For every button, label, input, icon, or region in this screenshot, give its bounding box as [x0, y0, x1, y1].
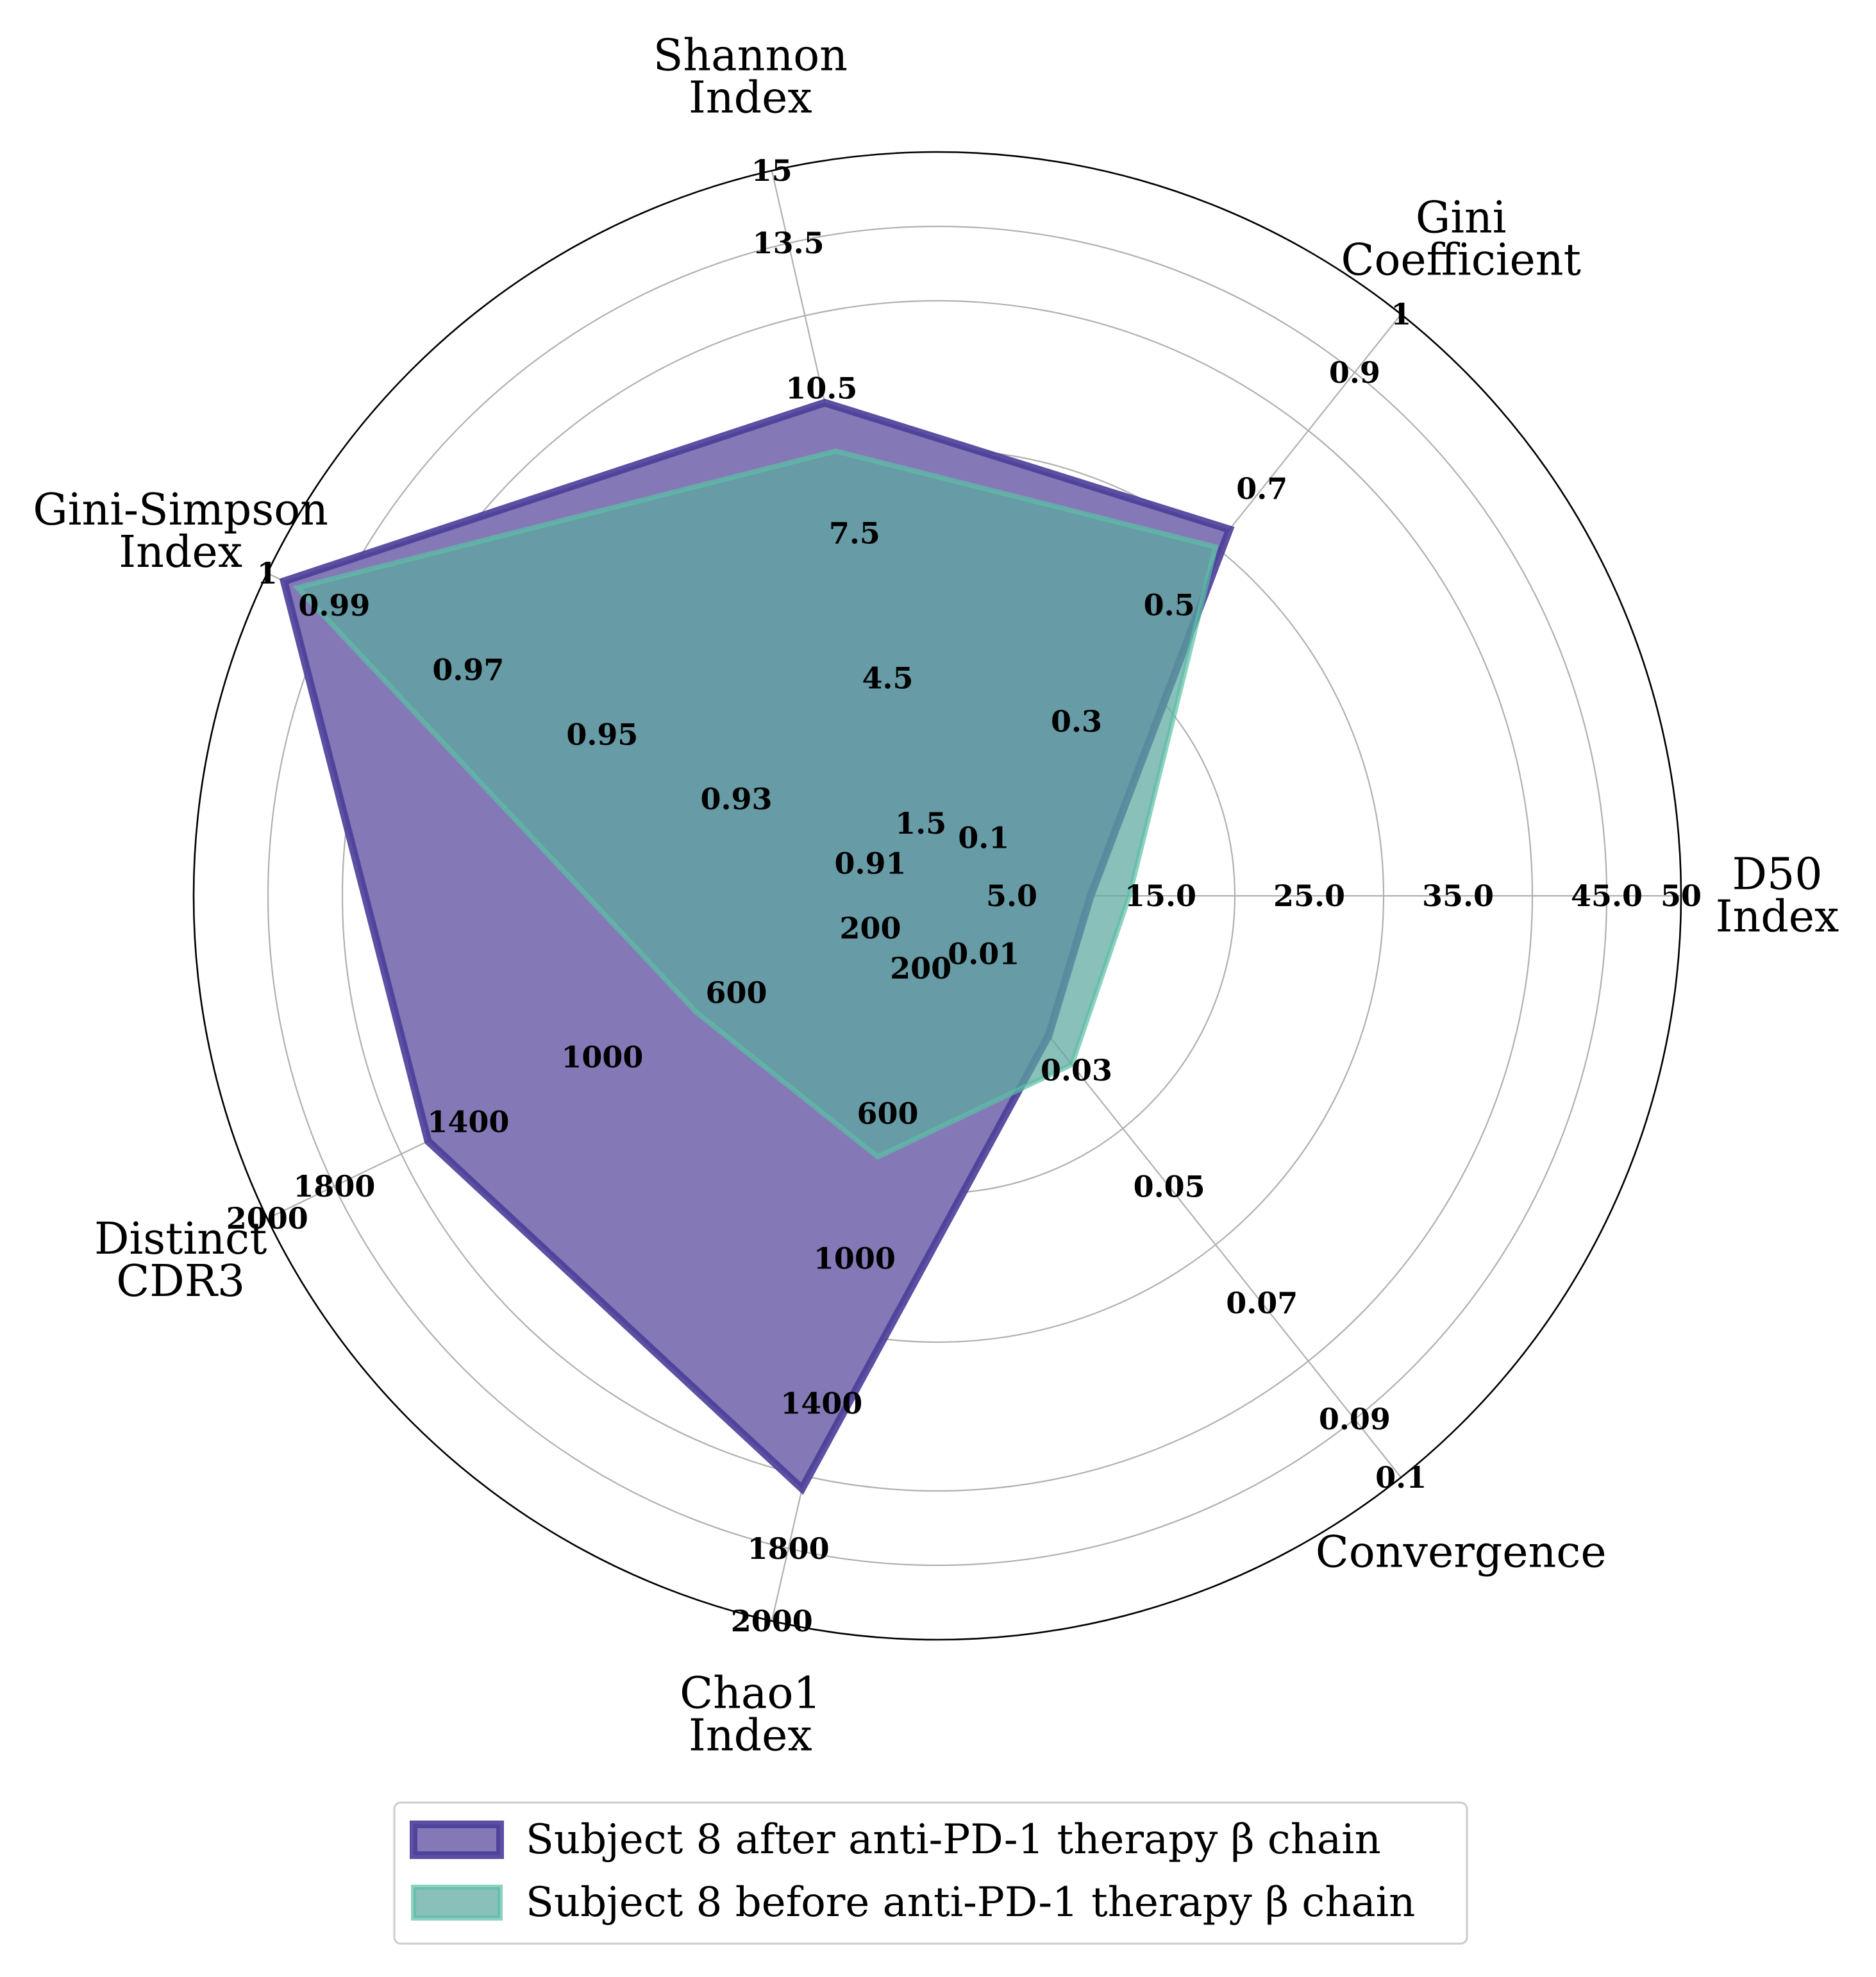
tick-label: 1800: [748, 1531, 830, 1566]
tick-label: 2000: [226, 1201, 308, 1236]
legend-item-2: Subject 8 before anti-PD-1 therapy β cha…: [411, 1879, 1415, 1926]
tick-label: 0.7: [1236, 471, 1287, 506]
radar-tick-labels: 5.0 15.0 25.0 35.0 45.0 500.10.30.50.70.911.5…: [226, 153, 1702, 1638]
series-2-point-5: [696, 1011, 697, 1013]
tick-label: 0.1: [1375, 1460, 1427, 1495]
tick-label: 15.0: [1125, 879, 1196, 913]
legend-box: [393, 1801, 1468, 1945]
tick-label: 0.5: [1144, 588, 1195, 623]
outer-ring: [192, 151, 1682, 1641]
tick-label: 600: [705, 975, 767, 1010]
tick-label: 0.95: [566, 717, 638, 752]
series-1-point-4: [283, 580, 285, 582]
axis-label-6: Chao1 Index: [680, 1669, 821, 1762]
tick-label: 0.01: [948, 937, 1019, 972]
tick-label: 1000: [561, 1040, 643, 1075]
tick-label: 0.97: [432, 653, 504, 687]
tick-label: 0.99: [298, 588, 370, 623]
tick-label: 1.5: [895, 806, 946, 841]
legend-label: Subject 8 before anti-PD-1 therapy β cha…: [526, 1879, 1415, 1926]
tick-label: 15: [751, 153, 792, 188]
tick-label: 5.0: [986, 879, 1037, 913]
series-2-point-6: [877, 1156, 878, 1157]
tick-label: 1400: [780, 1386, 862, 1421]
tick-label: 0.9: [1329, 355, 1380, 390]
tick-label: 0.07: [1226, 1286, 1298, 1320]
radar-series: [279, 398, 1235, 1495]
tick-label: 0.1: [958, 820, 1009, 855]
series-2-point-2: [1215, 546, 1216, 548]
tick-label: 13.5: [753, 226, 825, 260]
axis-label-1: D50 Index: [1716, 850, 1839, 943]
legend-swatch: [411, 1885, 503, 1921]
axis-label-3: Shannon Index: [653, 30, 848, 123]
tick-label: 0.3: [1051, 704, 1102, 739]
tick-label: 0.03: [1041, 1053, 1112, 1088]
axis-label-2: Gini Coefficient: [1341, 192, 1580, 285]
tick-label: 600: [857, 1096, 918, 1131]
tick-label: 50: [1661, 879, 1702, 913]
legend-swatch: [410, 1821, 504, 1859]
tick-label: 1000: [814, 1241, 896, 1276]
tick-label: 0.93: [700, 782, 772, 816]
tick-label: 1400: [427, 1104, 509, 1139]
series-2: [292, 448, 1219, 1160]
axis-label-5: Distinct CDR3: [94, 1214, 267, 1307]
legend-item-1: Subject 8 after anti-PD-1 therapy β chai…: [410, 1816, 1381, 1863]
legend: Subject 8 after anti-PD-1 therapy β chai…: [393, 1801, 1468, 1945]
axis-label-4: Gini-Simpson Index: [33, 485, 328, 578]
tick-label: 0.91: [834, 846, 906, 881]
legend-label: Subject 8 after anti-PD-1 therapy β chai…: [526, 1816, 1381, 1863]
series-2-point-3: [835, 450, 837, 451]
tick-label: 45.0: [1571, 879, 1643, 913]
tick-label: 2000: [731, 1604, 813, 1638]
tick-label: 200: [890, 951, 951, 986]
tick-label: 1: [257, 556, 278, 591]
tick-label: 7.5: [829, 516, 880, 551]
tick-label: 25.0: [1273, 879, 1345, 913]
tick-label: 200: [839, 911, 901, 945]
tick-label: 0.09: [1319, 1402, 1391, 1436]
tick-label: 4.5: [862, 661, 913, 696]
series-1-point-5: [428, 1141, 429, 1142]
tick-label: 35.0: [1422, 879, 1494, 913]
tick-label: 10.5: [785, 371, 857, 405]
tick-label: 0.05: [1134, 1170, 1205, 1204]
series-1-point-6: [801, 1488, 803, 1490]
series-1-point-2: [1229, 529, 1230, 530]
axis-label-7: Convergence: [1316, 1527, 1607, 1578]
tick-label: 1800: [293, 1169, 375, 1204]
radar-axis-labels: D50 Index Gini Coefficient Shannon Index Gini-…: [33, 30, 1839, 1761]
tick-label: 1: [1391, 297, 1411, 332]
series-2-area: [292, 448, 1219, 1160]
